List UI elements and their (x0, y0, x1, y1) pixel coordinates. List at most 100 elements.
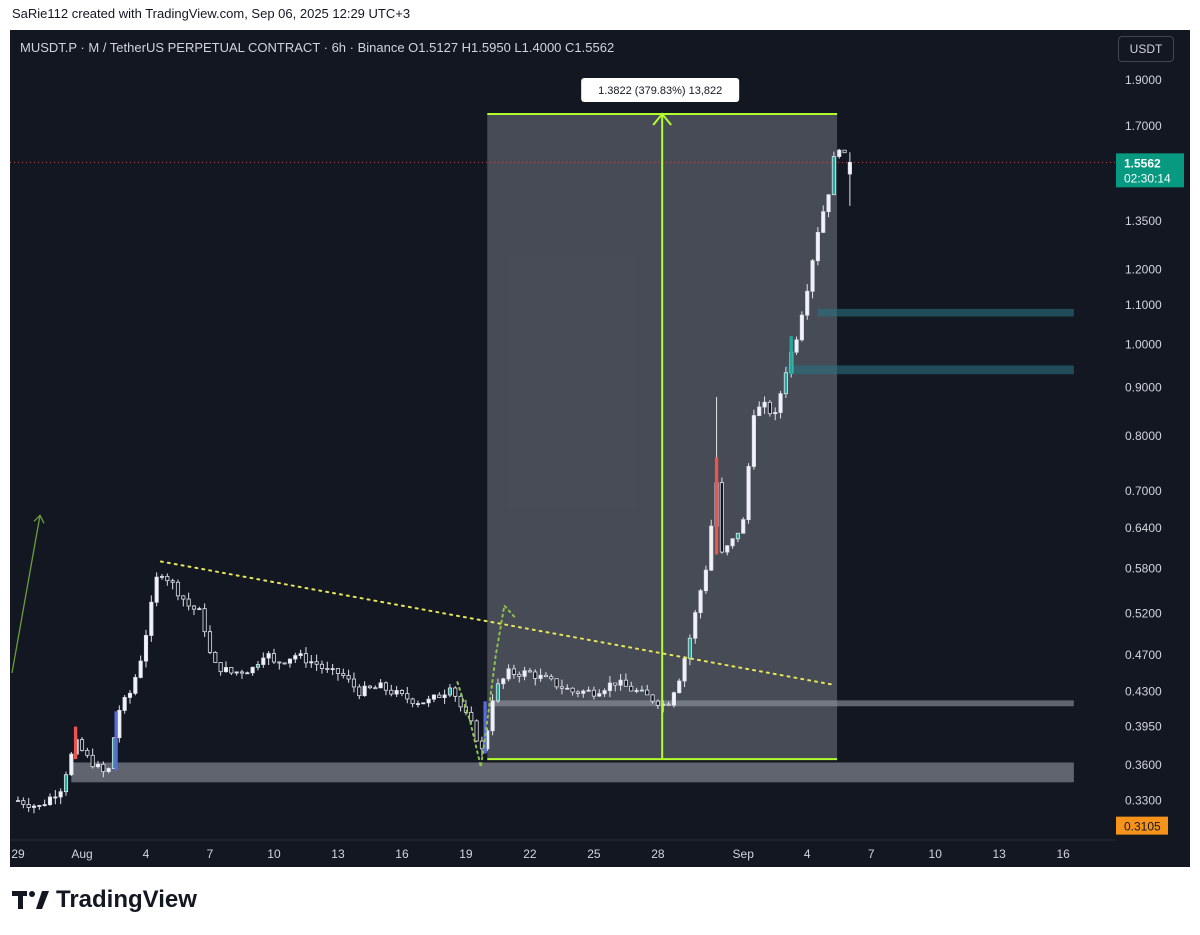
candle-body (213, 651, 218, 663)
x-tick-label: 29 (11, 847, 25, 861)
candle-body (298, 653, 303, 656)
candle-body (421, 702, 426, 705)
candle-body (319, 663, 325, 669)
candle-body (170, 580, 175, 583)
candle-body (629, 685, 634, 692)
y-tick-label: 1.9000 (1125, 73, 1162, 87)
candle-body (538, 674, 543, 679)
candle-body (346, 675, 351, 680)
candle-body (682, 658, 687, 682)
candle-body (506, 668, 511, 680)
early-up-arrow (11, 515, 41, 674)
projection-path (456, 603, 516, 768)
y-tick-label: 0.3950 (1125, 720, 1162, 734)
candle-body (21, 800, 26, 805)
candle-body (613, 682, 618, 686)
candle-body (559, 686, 564, 689)
candle-body (554, 678, 559, 688)
candle-body (447, 687, 452, 696)
candle-body (666, 703, 671, 706)
candle-body (767, 401, 772, 415)
candle-body (474, 720, 479, 742)
candle-body (37, 805, 42, 807)
candle-body (821, 211, 826, 233)
candle-body (90, 754, 95, 768)
candle-body (453, 687, 458, 697)
candle-body (490, 700, 495, 732)
candle-body (335, 668, 341, 674)
candle-body (149, 601, 154, 636)
candle-body (639, 689, 644, 692)
candle-body (783, 372, 788, 395)
x-tick-label: 16 (395, 847, 409, 861)
candle-body (570, 687, 575, 693)
candle-body (842, 149, 847, 154)
candle-body (687, 637, 692, 659)
candle-body (394, 690, 399, 695)
candle-body (143, 635, 149, 662)
candle-body (527, 670, 532, 673)
candle-body (122, 697, 127, 711)
candle-body (586, 689, 591, 692)
y-tick-label: 0.7000 (1125, 484, 1162, 498)
candle-body (175, 581, 181, 597)
candle-body (159, 575, 165, 578)
x-tick-label: 7 (207, 847, 214, 861)
x-tick-label: 7 (868, 847, 875, 861)
candle-body (303, 653, 309, 664)
measure-arrow-head (652, 112, 672, 126)
candle-body (469, 711, 474, 722)
candle-body (501, 678, 506, 685)
candle-body (42, 804, 47, 806)
x-tick-label: 19 (459, 847, 473, 861)
candle-body (645, 689, 650, 696)
candle-body (277, 661, 282, 664)
candle-body (47, 796, 53, 805)
candle-body (197, 608, 202, 611)
currency-button[interactable]: USDT (1118, 36, 1174, 62)
tradingview-logo[interactable]: TradingView (12, 886, 197, 914)
chart-pane[interactable] (10, 30, 1190, 867)
candle-body (239, 671, 245, 674)
candle-body (591, 689, 596, 697)
candle-body (367, 685, 373, 689)
candle-body (282, 662, 287, 665)
highlight-candle-1 (714, 457, 719, 555)
candle-body (314, 661, 319, 665)
candle-body (751, 415, 756, 467)
candle-body (85, 749, 90, 756)
candle-body (181, 595, 186, 600)
candle-body (309, 661, 314, 664)
candle-body (133, 677, 138, 694)
candle-body (223, 667, 229, 673)
candle-body (362, 685, 367, 697)
candle-body (794, 339, 799, 353)
candle-body (202, 608, 207, 633)
candle-body (330, 668, 335, 671)
candle-body (618, 679, 623, 686)
candle-body (378, 682, 383, 689)
descending-trendline (159, 560, 836, 687)
candle-body (693, 612, 698, 639)
x-tick-label: 10 (929, 847, 943, 861)
y-tick-label: 0.5800 (1125, 562, 1162, 576)
candle-body (650, 694, 655, 702)
x-tick-label: 13 (331, 847, 345, 861)
candle-body (826, 194, 831, 213)
y-tick-label: 1.2000 (1125, 262, 1162, 276)
candle-body (405, 693, 410, 700)
candle-body (266, 653, 271, 659)
y-tick-label: 1.1000 (1125, 298, 1162, 312)
candle-body (778, 393, 783, 413)
candle-body (442, 694, 447, 698)
author-credit: SaRie112 created with TradingView.com, S… (12, 6, 411, 21)
candle-body (741, 519, 746, 534)
candle-body (191, 605, 197, 610)
y-tick-label: 0.3600 (1125, 758, 1162, 772)
zone-band-2 (493, 700, 1074, 707)
current-price-value: 1.5562 (1124, 156, 1161, 170)
symbol-legend[interactable]: MUSDT.P · M / TetherUS PERPETUAL CONTRAC… (20, 40, 615, 55)
candle-body (677, 680, 682, 694)
candle-body (431, 694, 436, 700)
